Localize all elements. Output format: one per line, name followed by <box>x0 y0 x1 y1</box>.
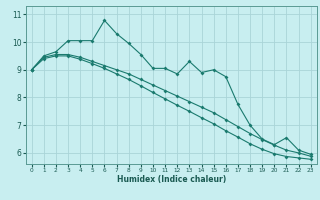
X-axis label: Humidex (Indice chaleur): Humidex (Indice chaleur) <box>116 175 226 184</box>
